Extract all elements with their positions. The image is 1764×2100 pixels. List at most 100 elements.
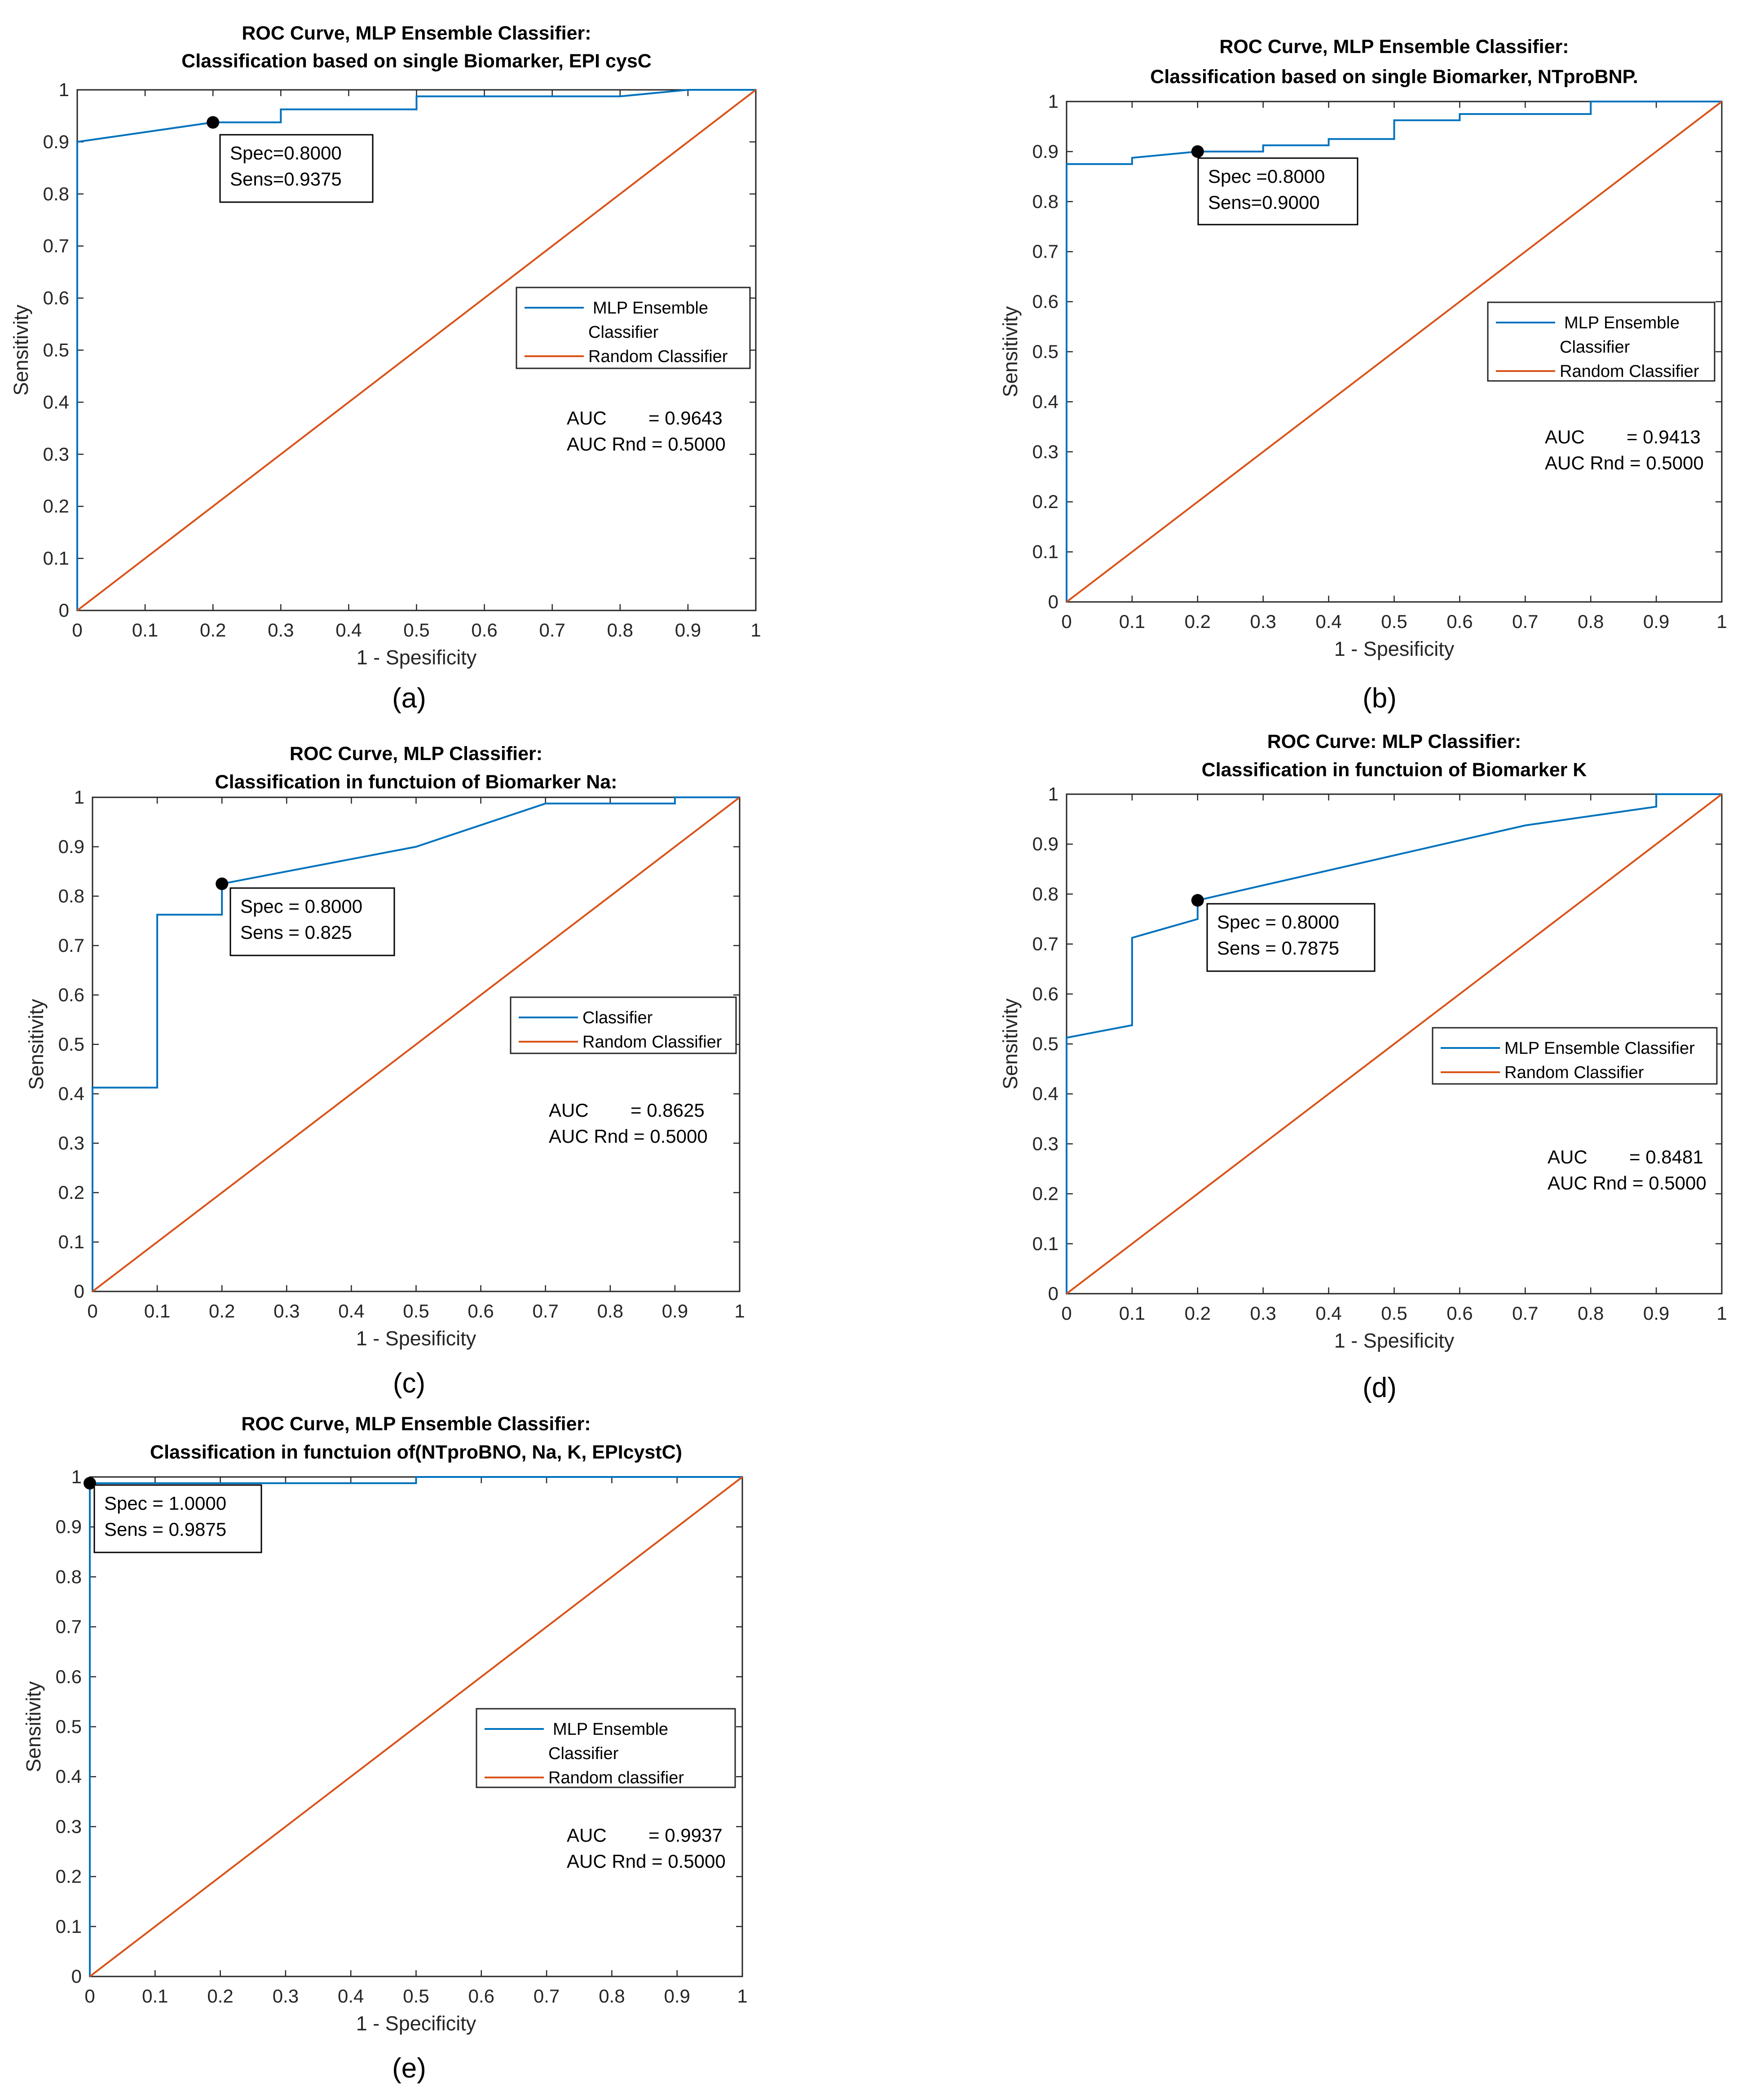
x-tick-label: 0.4 (1315, 611, 1341, 632)
legend-entry-label: MLP Ensemble (593, 299, 708, 318)
x-tick-label: 0.5 (403, 619, 429, 641)
auc-text: AUC = 0.9937 (567, 1825, 723, 1846)
x-tick-label: 0.4 (338, 1300, 364, 1322)
x-tick-label: 0.3 (268, 619, 294, 641)
y-tick-label: 0.1 (1032, 541, 1058, 562)
x-tick-label: 0 (84, 1985, 95, 2007)
y-tick-label: 0.9 (1032, 141, 1058, 162)
annotation-text: Sens=0.9375 (230, 168, 342, 190)
y-tick-label: 0.6 (43, 287, 69, 309)
random-classifier-line (1066, 793, 1723, 1295)
annotation-text: Sens = 0.825 (240, 922, 352, 943)
y-tick-label: 0.7 (1032, 933, 1058, 955)
chart-title-line: ROC Curve, MLP Classifier: (290, 743, 542, 765)
x-tick-label: 0.3 (1250, 1303, 1276, 1324)
operating-point-annotation (1206, 903, 1376, 972)
x-tick-label: 1 (1716, 1303, 1727, 1324)
x-tick-label: 0 (1061, 611, 1072, 632)
annotation-text: Sens=0.9000 (1208, 192, 1320, 213)
legend-entry-label: Random classifier (548, 1768, 684, 1787)
panel-label: (b) (1363, 683, 1397, 714)
annotation-text: Spec = 0.8000 (240, 896, 362, 917)
chart-title-line: ROC Curve: MLP Classifier: (1267, 731, 1521, 752)
annotation-text: Sens = 0.9875 (104, 1519, 226, 1540)
x-tick-label: 0.1 (144, 1300, 170, 1322)
x-axis-label: 1 - Spesificity (1334, 1329, 1455, 1352)
x-tick-label: 0.7 (1512, 611, 1538, 632)
legend-entry-label: Classifier (582, 1008, 653, 1027)
panel-label: (c) (393, 1368, 425, 1399)
y-tick-label: 0.9 (43, 131, 69, 152)
y-tick-label: 0.8 (58, 885, 84, 906)
auc-text: AUC Rnd = 0.5000 (549, 1126, 708, 1147)
y-tick-label: 0.6 (1032, 983, 1058, 1004)
y-tick-label: 0.3 (1032, 441, 1058, 462)
operating-point-marker (1191, 894, 1204, 907)
legend-box (1432, 1027, 1718, 1085)
legend-box (1487, 301, 1715, 382)
roc-panel-e: ROC Curve, MLP Ensemble Classifier: Class… (22, 1413, 748, 2084)
y-tick-label: 0.1 (56, 1916, 82, 1937)
x-tick-label: 0.2 (209, 1300, 235, 1322)
random-classifier-line (76, 89, 757, 611)
y-tick-label: 1 (74, 787, 84, 808)
y-tick-label: 0.5 (58, 1034, 84, 1055)
y-tick-label: 0 (71, 1966, 82, 1987)
annotation-text: Spec =0.8000 (1208, 166, 1325, 187)
x-tick-label: 0.4 (335, 619, 362, 641)
chart-title-line: Classification based on single Biomarker… (1150, 66, 1638, 88)
legend-entry-label: Random Classifier (1504, 1063, 1644, 1082)
y-tick-label: 0.5 (43, 340, 69, 361)
legend-box (516, 287, 751, 369)
auc-text: AUC Rnd = 0.5000 (1548, 1172, 1707, 1194)
y-axis-label: Sensitivity (999, 998, 1022, 1089)
x-tick-label: 0.9 (1643, 611, 1669, 632)
x-tick-label: 1 (737, 1985, 747, 2007)
y-tick-label: 0.7 (43, 235, 69, 256)
y-tick-label: 0.3 (43, 443, 69, 464)
roc-panel-b: ROC Curve, MLP Ensemble Classifier: Class… (999, 36, 1727, 714)
operating-point-annotation (1197, 157, 1358, 225)
annotation-text: Sens = 0.7875 (1217, 937, 1339, 959)
y-tick-label: 0.5 (1032, 1033, 1058, 1054)
legend-entry-label: Classifier (1560, 338, 1630, 357)
x-tick-label: 0 (72, 619, 82, 641)
x-tick-label: 0.9 (664, 1985, 690, 2007)
y-tick-label: 0.8 (43, 183, 69, 204)
x-tick-label: 0.7 (534, 1985, 560, 2007)
roc-curve-line (76, 89, 756, 610)
auc-text: AUC = 0.9413 (1545, 426, 1701, 447)
chart-title-line: ROC Curve, MLP Ensemble Classifier: (242, 22, 591, 44)
y-tick-label: 0.6 (1032, 291, 1058, 312)
operating-point-annotation (93, 1484, 262, 1553)
x-tick-label: 0.6 (1446, 1303, 1473, 1324)
auc-text: AUC Rnd = 0.5000 (1545, 452, 1704, 473)
y-tick-label: 0.3 (1032, 1133, 1058, 1154)
legend-entry-label: Classifier (588, 323, 659, 342)
x-tick-label: 0.8 (607, 619, 633, 641)
chart-title-line: ROC Curve, MLP Ensemble Classifier: (1219, 36, 1569, 57)
chart-title-line: Classification based on single Biomarker… (181, 50, 652, 72)
y-tick-label: 0.8 (56, 1566, 82, 1587)
y-axis-label: Sensitivity (22, 1681, 45, 1772)
x-tick-label: 0.6 (471, 619, 497, 641)
y-tick-label: 0.2 (58, 1182, 84, 1203)
panel-label: (e) (392, 2053, 426, 2084)
y-tick-label: 0.4 (58, 1083, 84, 1104)
y-tick-label: 1 (1048, 91, 1058, 112)
x-tick-label: 0.8 (1578, 611, 1604, 632)
auc-text: AUC = 0.8481 (1548, 1146, 1703, 1167)
x-tick-label: 0.4 (338, 1985, 364, 2007)
y-tick-label: 0.1 (58, 1231, 84, 1252)
y-axis-label: Sensitivity (999, 306, 1022, 397)
y-tick-label: 0.8 (1032, 883, 1058, 904)
x-tick-label: 0.7 (539, 619, 565, 641)
operating-point-marker (207, 116, 220, 129)
y-tick-label: 0.5 (1032, 341, 1058, 362)
x-tick-label: 0.3 (273, 1985, 299, 2007)
x-tick-label: 0.8 (599, 1985, 625, 2007)
x-tick-label: 0.5 (1381, 611, 1407, 632)
roc-curve-line (89, 1476, 742, 1976)
x-tick-label: 0.6 (1446, 611, 1473, 632)
y-tick-label: 0.4 (1032, 391, 1058, 412)
